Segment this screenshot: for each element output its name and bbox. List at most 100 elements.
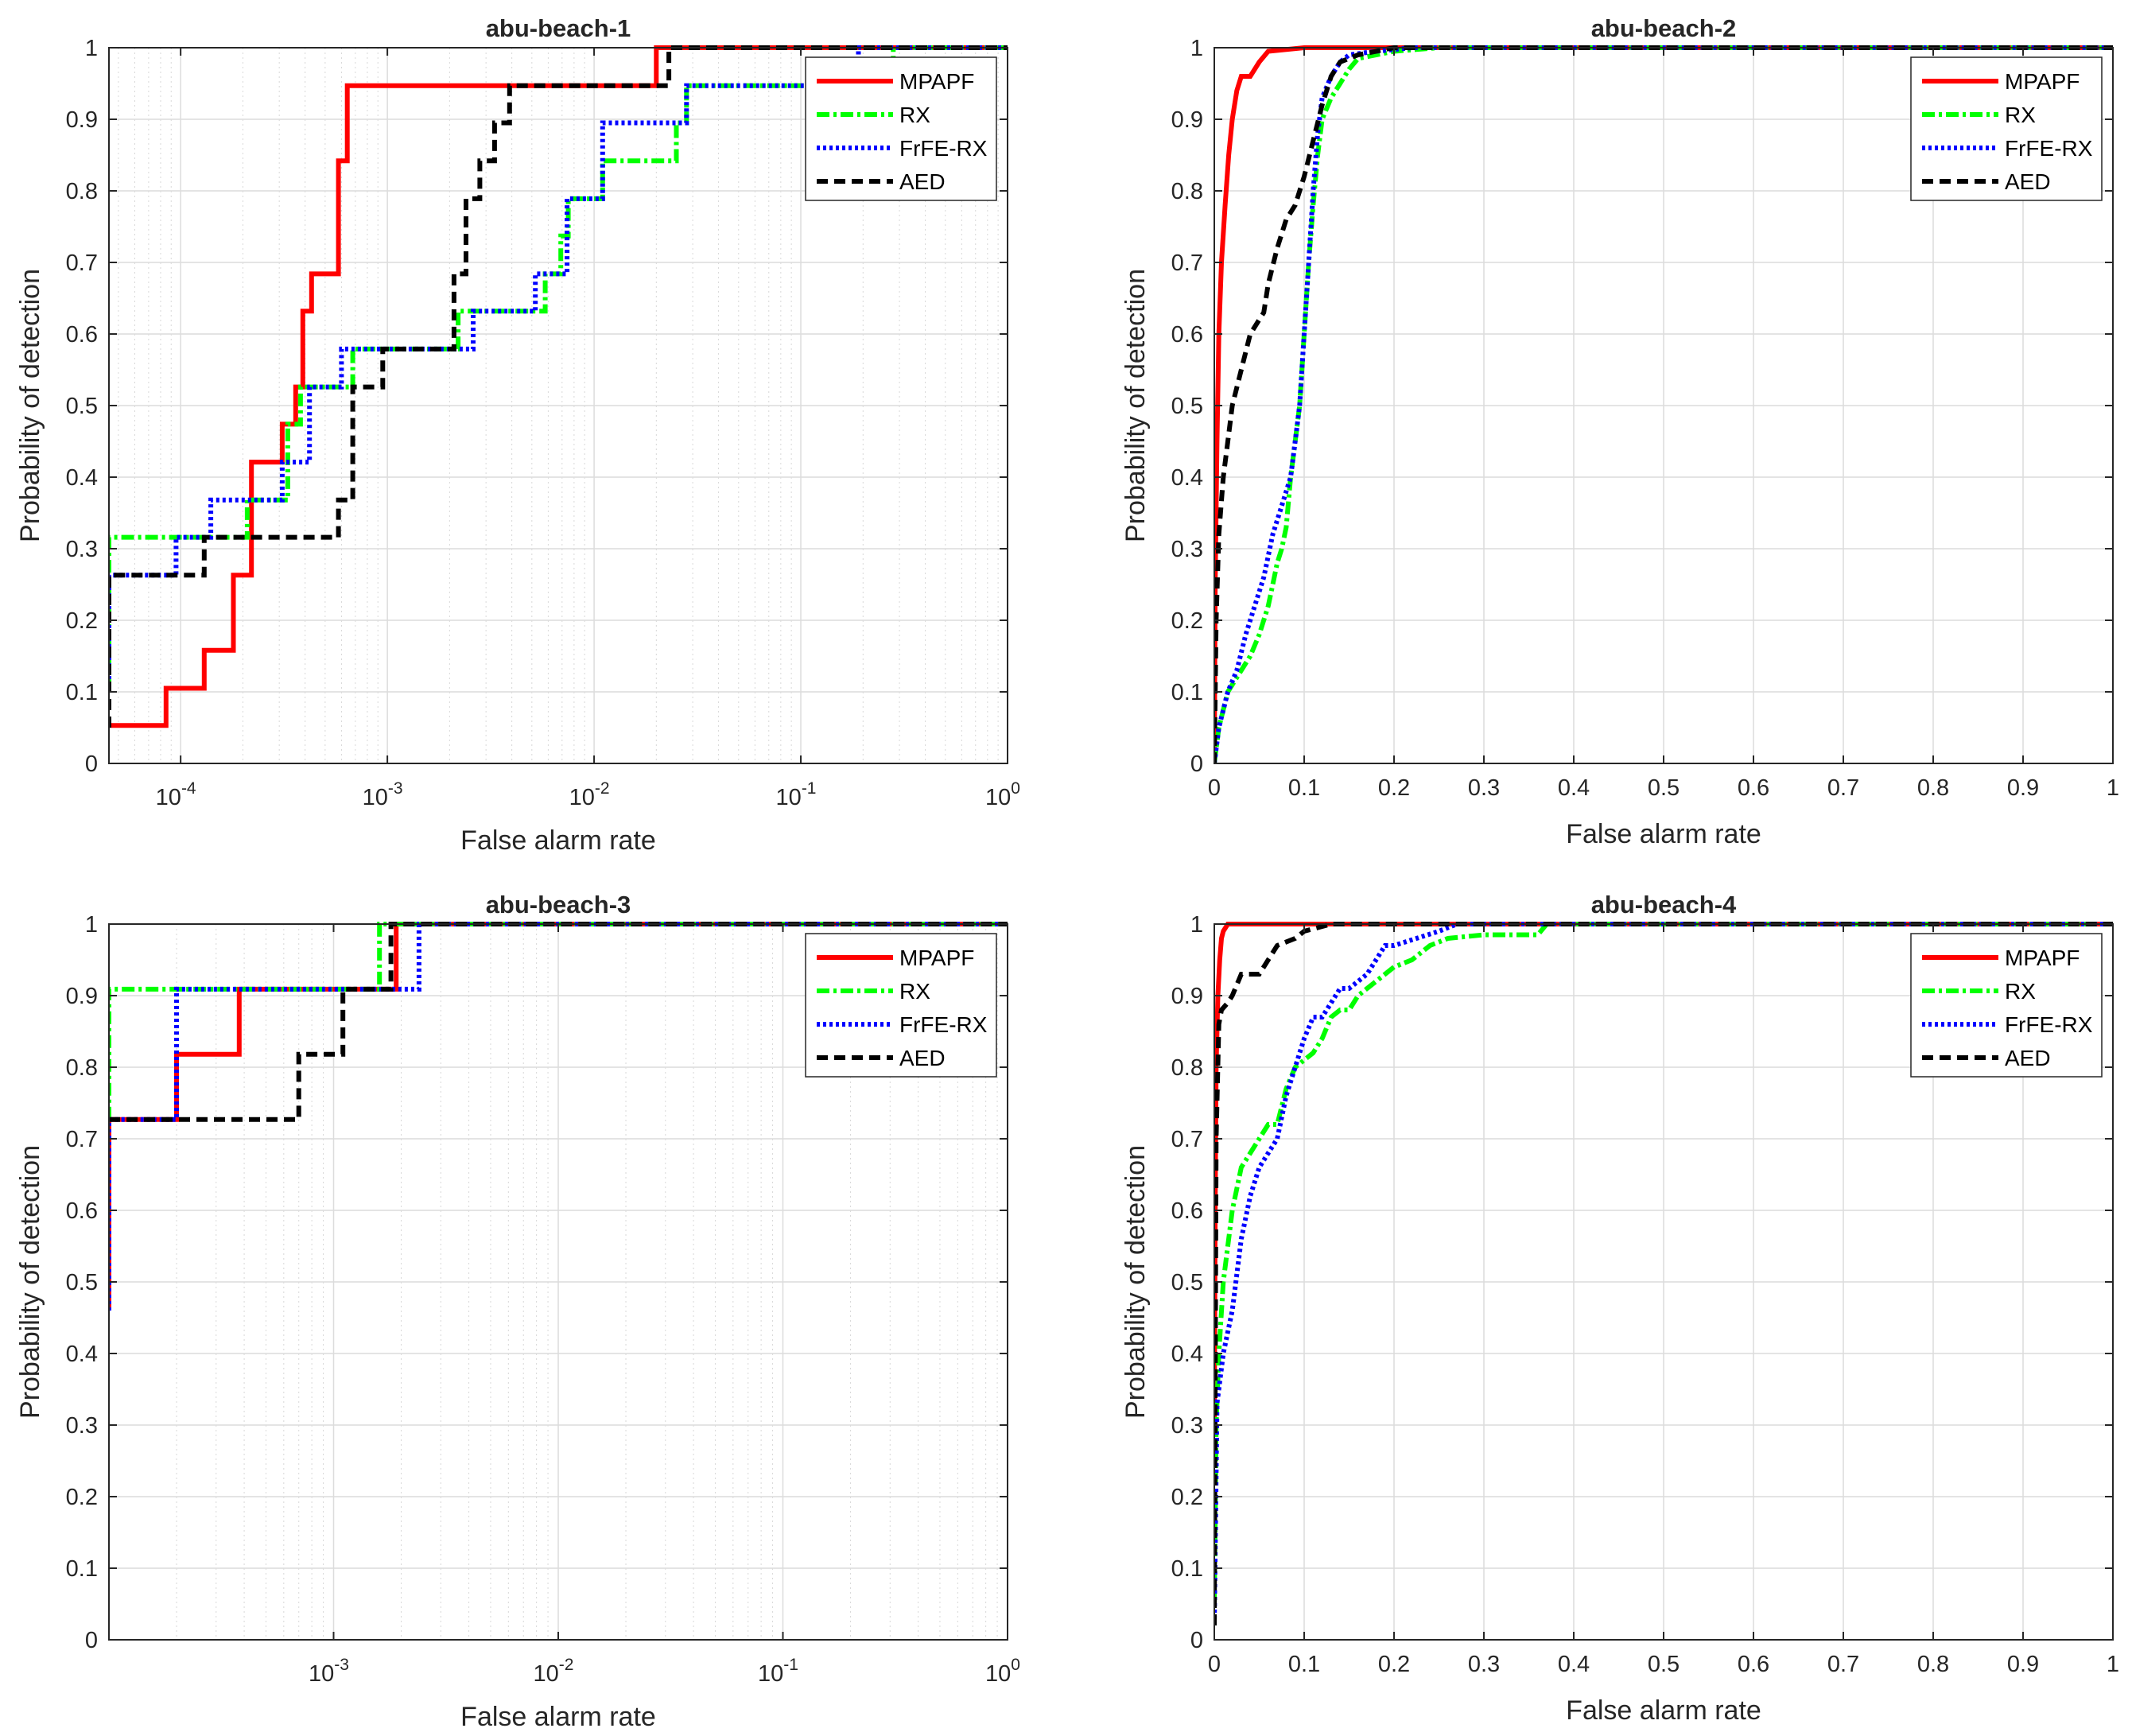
x-tick-label: 0.1 <box>1288 1652 1320 1677</box>
y-tick-label: 0 <box>1190 751 1203 777</box>
series-line-AED <box>109 922 1008 1122</box>
y-tick-label: 0.9 <box>1171 984 1203 1009</box>
x-tick-label: 0.8 <box>1917 775 1949 801</box>
legend: MPAPF RX FrFE-RX AED <box>1910 933 2103 1078</box>
legend-label-RX: RX <box>899 979 930 1004</box>
y-tick-label: 1 <box>1190 912 1203 938</box>
y-tick-label: 0.9 <box>1171 107 1203 133</box>
series-line-RX <box>1214 45 2113 764</box>
y-tick-label: 0.1 <box>1171 680 1203 705</box>
chart-title: abu-beach-4 <box>1591 891 1737 918</box>
x-tick-label: 0.2 <box>1378 1652 1410 1677</box>
x-tick-label: 0.9 <box>2007 775 2039 801</box>
y-tick-label: 0.5 <box>66 1270 98 1295</box>
y-tick-label: 0.5 <box>1171 1270 1203 1295</box>
y-tick-label: 0.3 <box>66 1413 98 1439</box>
x-tick-label: 10-1 <box>758 1656 798 1687</box>
chart-abu-beach-1: 10-4 10-3 10-2 10-1 10000.10.20.30.40.50.60.… <box>15 14 1020 856</box>
x-tick-exponent: -2 <box>559 1656 574 1674</box>
chart-abu-beach-2: 0 0.1 0.2 0.3 0.4 0.5 0.6 0.7 0.8 0.9 1 0 0.1 0.2 0.3 0… <box>1120 14 2119 849</box>
y-tick-label: 0.2 <box>1171 1485 1203 1510</box>
chart-title: abu-beach-2 <box>1591 14 1737 42</box>
legend-label-AED: AED <box>899 1046 946 1070</box>
chart-title: abu-beach-1 <box>486 14 631 42</box>
y-axis-label: Probability of detection <box>15 1145 45 1419</box>
y-tick-label: 0.6 <box>1171 1198 1203 1224</box>
x-axis-label: False alarm rate <box>460 825 656 856</box>
legend: MPAPF RX FrFE-RX AED <box>1910 56 2103 201</box>
legend-label-RX: RX <box>899 103 930 127</box>
y-tick-label: 1 <box>1190 36 1203 61</box>
x-tick-exponent: -4 <box>181 779 196 798</box>
x-tick-exponent: -3 <box>334 1656 349 1674</box>
x-axis-label: False alarm rate <box>1566 1695 1761 1726</box>
y-axis-label: Probability of detection <box>1120 1145 1151 1419</box>
legend-label-MPAPF: MPAPF <box>2005 69 2080 94</box>
y-tick-label: 1 <box>85 912 98 938</box>
y-tick-label: 0.8 <box>1171 179 1203 204</box>
legend-label-FrFE-RX: FrFE-RX <box>2005 136 2093 161</box>
y-tick-label: 0 <box>85 751 98 777</box>
series-line-AED <box>1214 45 2113 764</box>
x-tick-label: 0.9 <box>2007 1652 2039 1677</box>
series-line-AED <box>109 45 1008 728</box>
legend: MPAPF RX FrFE-RX AED <box>805 56 997 201</box>
x-tick-base: 10 <box>309 1661 334 1687</box>
series-line-RX <box>1214 922 2113 1605</box>
legend-label-AED: AED <box>2005 1046 2051 1070</box>
legend-label-RX: RX <box>2005 103 2036 127</box>
legend-label-FrFE-RX: FrFE-RX <box>899 1012 988 1037</box>
x-tick-label: 0 <box>1208 1652 1221 1677</box>
x-tick-label: 0.1 <box>1288 775 1320 801</box>
y-axis-label: Probability of detection <box>1120 269 1151 542</box>
series-line-MPAPF <box>1214 45 2113 764</box>
x-tick-label: 0.8 <box>1917 1652 1949 1677</box>
y-tick-label: 0.9 <box>66 984 98 1009</box>
legend-label-AED: AED <box>2005 169 2051 194</box>
y-tick-label: 0.1 <box>1171 1556 1203 1582</box>
y-tick-label: 0.4 <box>66 465 98 491</box>
legend-label-MPAPF: MPAPF <box>2005 946 2080 970</box>
y-tick-label: 0 <box>1190 1628 1203 1653</box>
y-tick-label: 0.8 <box>1171 1055 1203 1081</box>
series-line-FrFE-RX <box>109 45 1008 692</box>
legend-label-RX: RX <box>2005 979 2036 1004</box>
x-tick-base: 10 <box>569 785 595 810</box>
x-tick-label: 0.7 <box>1827 1652 1859 1677</box>
y-tick-label: 0.5 <box>66 394 98 419</box>
x-tick-label: 10-3 <box>309 1656 349 1687</box>
y-tick-label: 0.8 <box>66 1055 98 1081</box>
y-tick-label: 0.1 <box>66 1556 98 1582</box>
x-tick-exponent: 0 <box>1011 779 1020 798</box>
x-tick-label: 0.2 <box>1378 775 1410 801</box>
y-tick-label: 0.8 <box>66 179 98 204</box>
y-tick-label: 0.3 <box>1171 1413 1203 1439</box>
x-tick-label: 10-2 <box>569 779 610 810</box>
y-tick-label: 0.7 <box>1171 1127 1203 1152</box>
y-tick-label: 0.4 <box>1171 1342 1203 1367</box>
x-tick-label: 0.4 <box>1558 1652 1590 1677</box>
x-tick-base: 10 <box>156 785 181 810</box>
y-tick-label: 0.7 <box>66 250 98 276</box>
y-tick-label: 0.2 <box>66 608 98 634</box>
y-tick-label: 0.6 <box>66 322 98 348</box>
series-line-MPAPF <box>109 45 1008 728</box>
y-tick-label: 0.5 <box>1171 394 1203 419</box>
x-tick-exponent: -2 <box>595 779 610 798</box>
x-tick-base: 10 <box>985 1661 1011 1687</box>
x-tick-exponent: -1 <box>783 1656 798 1674</box>
y-tick-label: 0.2 <box>1171 608 1203 634</box>
x-tick-label: 100 <box>985 779 1020 810</box>
x-tick-label: 10-3 <box>363 779 403 810</box>
legend: MPAPF RX FrFE-RX AED <box>805 933 997 1078</box>
chart-title: abu-beach-3 <box>486 891 631 918</box>
x-tick-label: 10-4 <box>156 779 196 810</box>
x-tick-base: 10 <box>534 1661 559 1687</box>
series-line-AED <box>1214 922 2113 1626</box>
x-tick-base: 10 <box>985 785 1011 810</box>
series-group <box>1214 45 2113 764</box>
x-tick-base: 10 <box>363 785 388 810</box>
legend-label-FrFE-RX: FrFE-RX <box>899 136 988 161</box>
chart-abu-beach-4: 0 0.1 0.2 0.3 0.4 0.5 0.6 0.7 0.8 0.9 1 0 0.1 0.2 0.3 0… <box>1120 891 2119 1726</box>
